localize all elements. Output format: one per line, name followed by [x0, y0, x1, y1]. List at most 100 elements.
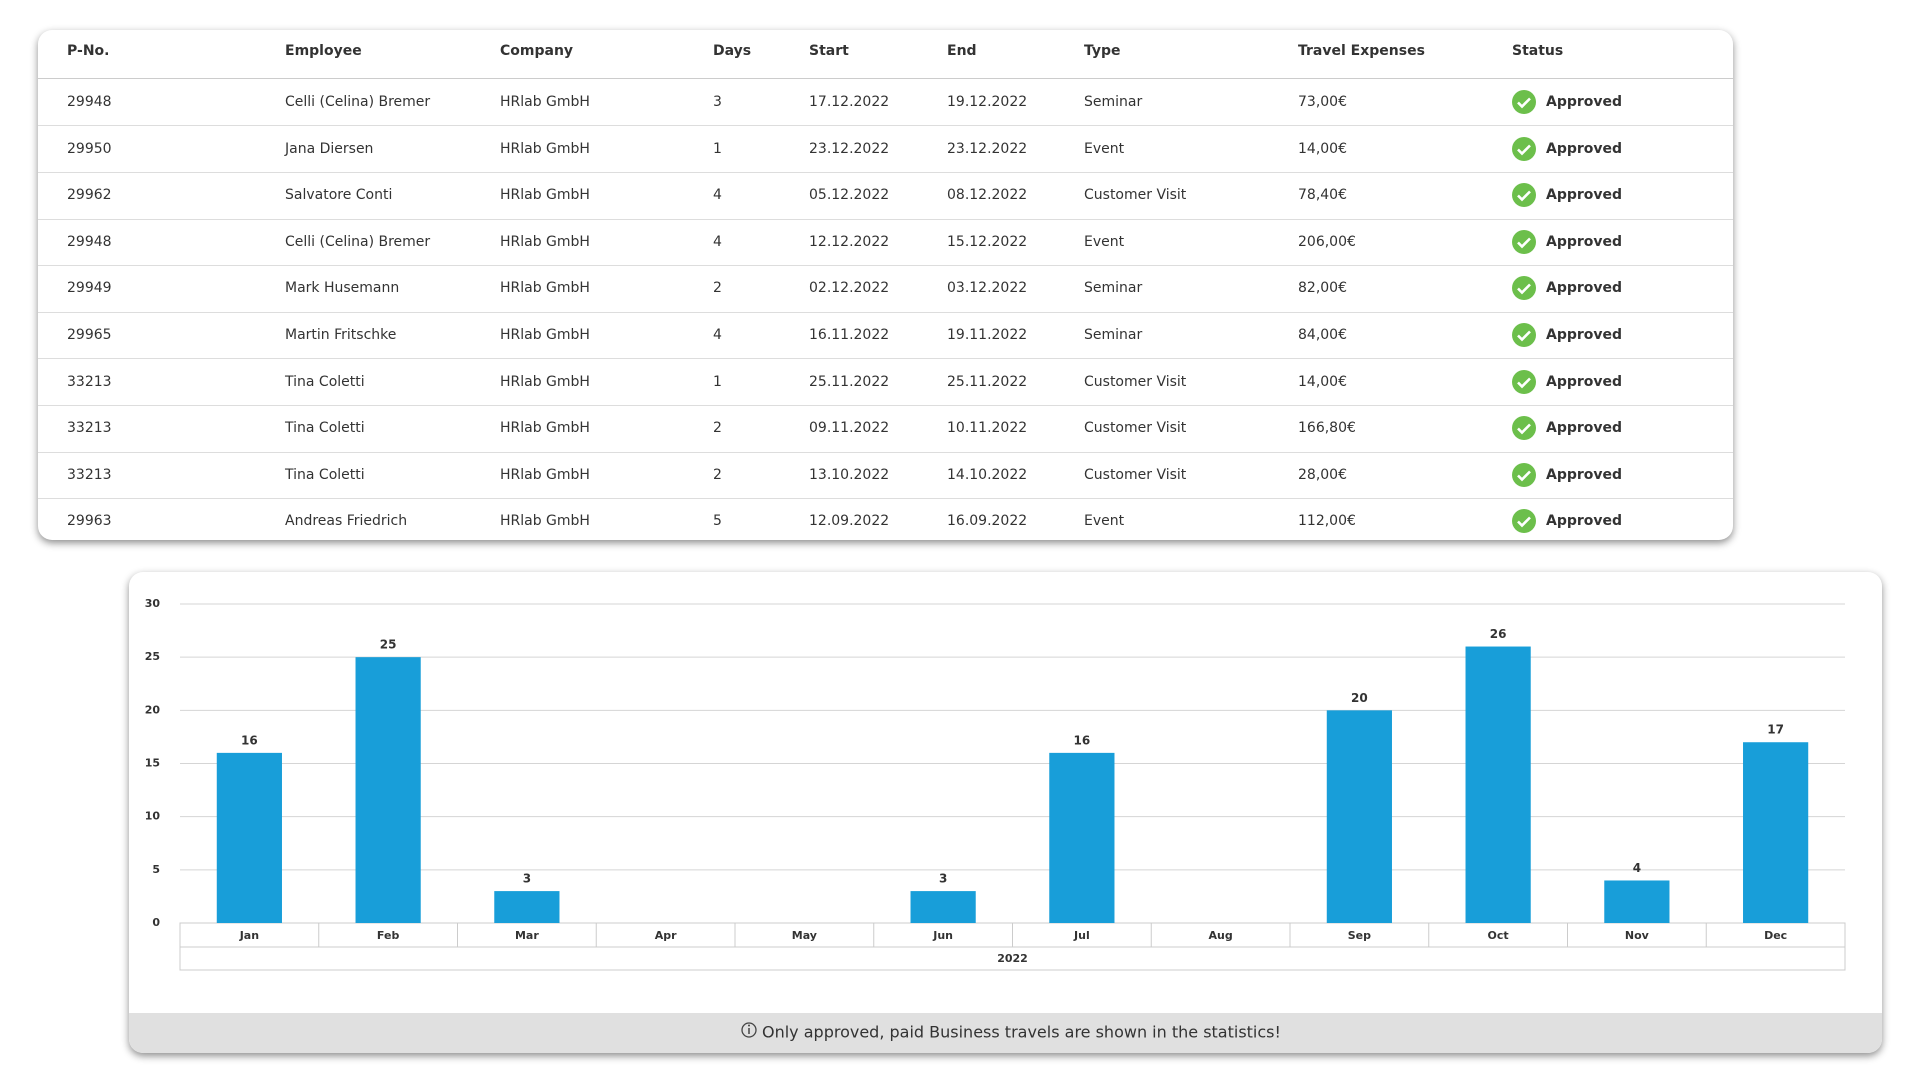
check: [1517, 190, 1531, 202]
bar: [216, 752, 282, 923]
cell-text: Customer Visit: [1084, 420, 1187, 437]
status-icon: [1512, 323, 1536, 347]
x-group-label: 2022: [997, 952, 1028, 965]
cell-text: Customer Visit: [1084, 187, 1187, 204]
cell-text: 206,00€: [1298, 233, 1356, 250]
check: [1517, 516, 1531, 528]
y-tick-label: 10: [145, 810, 161, 823]
cell-text: 12.12.2022: [809, 233, 890, 250]
value-label: 4: [1633, 861, 1641, 875]
cell-text: Event: [1084, 233, 1125, 250]
row-separator: [38, 172, 1733, 173]
status-text: Approved: [1546, 373, 1623, 390]
cell-text: Seminar: [1084, 280, 1143, 297]
column-header: Company: [500, 43, 574, 59]
row-separator: [38, 219, 1733, 220]
header-separator: [38, 78, 1733, 79]
cell-text: 166,80€: [1298, 420, 1356, 437]
status-text: Approved: [1546, 420, 1623, 437]
cell-text: 29965: [67, 327, 112, 343]
x-tick-label: Apr: [655, 929, 677, 942]
value-label: 3: [523, 872, 531, 886]
value-label: 16: [241, 733, 258, 747]
info-icon-dot: [748, 1024, 750, 1027]
cell-text: 4: [713, 187, 722, 204]
status-text: Approved: [1546, 233, 1623, 250]
cell-text: 3: [713, 94, 722, 110]
cell-text: HRlab GmbH: [500, 373, 590, 390]
footer-note: Only approved, paid Business travels are…: [762, 1023, 1281, 1042]
cell-text: 23.12.2022: [947, 140, 1028, 157]
x-tick-label: Oct: [1488, 929, 1509, 942]
cell-text: 16.09.2022: [947, 513, 1028, 530]
x-tick-label: Mar: [515, 929, 539, 942]
check: [1517, 470, 1531, 482]
cell-text: Andreas Friedrich: [285, 513, 408, 530]
cell-text: 29949: [67, 280, 112, 297]
cell-text: 23.12.2022: [809, 140, 890, 157]
cell-text: 33213: [67, 373, 112, 390]
column-header: P-No.: [67, 43, 110, 59]
bar: [1326, 710, 1392, 923]
chart: 0 5 10 15 20 25 30 2022 Jan 16 Feb 25 Mar 3 Apr May Jun 3…: [129, 597, 1882, 1053]
cell-text: 33213: [67, 466, 112, 483]
cell-text: 29948: [67, 94, 112, 110]
cell-text: Event: [1084, 513, 1125, 530]
y-tick-label: 15: [145, 757, 160, 770]
cell-text: HRlab GmbH: [500, 94, 590, 110]
check: [1517, 377, 1531, 388]
cell-text: 4: [713, 233, 722, 250]
status-icon: [1512, 229, 1536, 254]
status-text: Approved: [1546, 94, 1623, 110]
status-icon: [1512, 136, 1536, 161]
status-icon: [1512, 462, 1536, 487]
cell-text: HRlab GmbH: [500, 420, 590, 437]
y-tick-label: 0: [152, 916, 160, 929]
status-text: Approved: [1546, 327, 1623, 343]
cell-text: Seminar: [1084, 94, 1143, 110]
x-tick-label: Jun: [932, 929, 953, 942]
x-tick-label: Dec: [1764, 929, 1787, 942]
cell-text: Event: [1084, 140, 1125, 157]
footer-band: [129, 1013, 1882, 1053]
cell-text: 03.12.2022: [947, 280, 1028, 297]
x-tick-label: Jan: [239, 929, 259, 942]
x-tick-label: May: [792, 929, 817, 942]
cell-text: Mark Husemann: [285, 280, 400, 297]
cell-text: 15.12.2022: [947, 233, 1028, 250]
bar: [1465, 646, 1531, 923]
cell-text: 10.11.2022: [947, 420, 1028, 437]
cell-text: HRlab GmbH: [500, 140, 590, 157]
cell-text: 73,00€: [1298, 94, 1347, 110]
value-label: 3: [939, 872, 947, 886]
cell-text: HRlab GmbH: [500, 280, 590, 297]
check: [1517, 97, 1531, 109]
x-tick-label: Nov: [1625, 929, 1650, 942]
row-separator: [38, 452, 1733, 453]
cell-text: 29963: [67, 513, 112, 530]
bar: [494, 891, 560, 923]
cell-text: Seminar: [1084, 327, 1143, 343]
cell-text: Tina Coletti: [285, 420, 365, 437]
bar: [910, 891, 976, 923]
status-icon: [1512, 416, 1536, 441]
cell-text: 12.09.2022: [809, 513, 890, 530]
cell-text: 82,00€: [1298, 280, 1347, 297]
column-header: Travel Expenses: [1298, 43, 1425, 59]
y-tick-label: 25: [145, 650, 160, 663]
cell-text: 1: [713, 373, 722, 390]
cell-text: 09.11.2022: [809, 420, 890, 437]
check: [1517, 237, 1531, 249]
x-tick-label: Sep: [1348, 929, 1371, 942]
status-text: Approved: [1546, 466, 1623, 483]
cell-text: 13.10.2022: [809, 466, 890, 483]
status-text: Approved: [1546, 280, 1623, 297]
cell-text: 17.12.2022: [809, 94, 890, 110]
cell-text: 05.12.2022: [809, 187, 890, 204]
x-tick-label: Jul: [1073, 929, 1090, 942]
cell-text: 14.10.2022: [947, 466, 1028, 483]
cell-text: 16.11.2022: [809, 327, 890, 343]
cell-text: 14,00€: [1298, 373, 1347, 390]
cell-text: 19.12.2022: [947, 94, 1028, 110]
cell-text: 25.11.2022: [809, 373, 890, 390]
